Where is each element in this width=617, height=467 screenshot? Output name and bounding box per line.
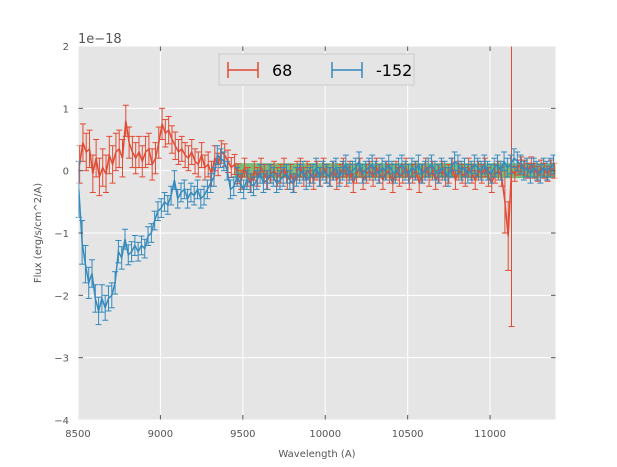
- y-tick-label: −2: [54, 291, 69, 302]
- y-axis-label: Flux (erg/s/cm^2/A): [33, 183, 44, 283]
- x-axis-label: Wavelength (A): [278, 449, 355, 460]
- series-line: [78, 153, 555, 314]
- series-2: [75, 145, 557, 326]
- x-tick-label: 10500: [392, 429, 424, 440]
- x-tick-label: 8500: [65, 429, 90, 440]
- y-tick-label: 0: [63, 167, 69, 178]
- y-tick-label: 1: [63, 104, 69, 115]
- x-tick-label: 11000: [474, 429, 506, 440]
- legend-label: -152: [376, 61, 412, 80]
- plot-frame: [77, 45, 557, 421]
- y-tick-label: 2: [63, 42, 69, 53]
- legend-label: 68: [272, 61, 292, 80]
- series-layer: [75, 45, 558, 327]
- axes-layer: 8500 9000 9500 10000 10500 11000 −4 −3 −2 −1 0 1 2: [54, 42, 557, 440]
- x-tick-label: 9500: [230, 429, 255, 440]
- y-offset-label: 1e−18: [78, 32, 122, 47]
- y-tick-label: −1: [54, 229, 69, 240]
- x-tick-label: 9000: [148, 429, 173, 440]
- y-tick-label: −3: [54, 354, 69, 365]
- x-tick-label: 10000: [309, 429, 341, 440]
- legend: 68 -152: [218, 53, 415, 86]
- y-tick-label: −4: [54, 416, 69, 427]
